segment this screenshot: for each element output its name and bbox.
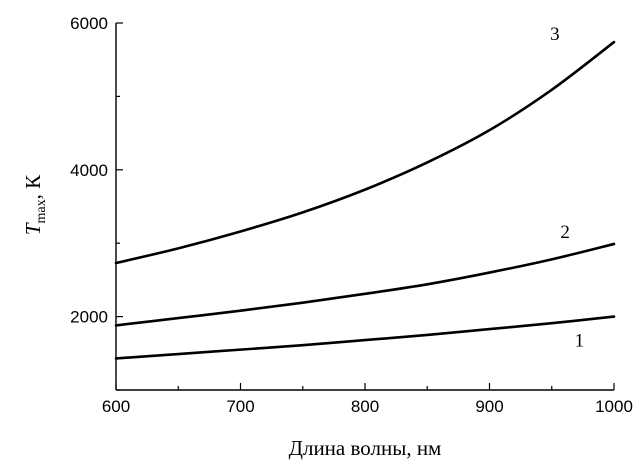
y-axis-label-main: T — [21, 222, 45, 235]
curve-labels: 1 2 3 — [550, 24, 584, 352]
y-axis-label: Tmax, К — [21, 174, 49, 235]
plot-area — [115, 23, 614, 391]
y-axis-label-sub: max — [34, 199, 49, 223]
series-line-3 — [114, 40, 616, 265]
y-tick-label: 4000 — [70, 161, 108, 180]
x-tick-label: 800 — [351, 397, 379, 416]
x-tick-label: 900 — [475, 397, 503, 416]
x-tick-label: 700 — [226, 397, 254, 416]
series-label-1: 1 — [575, 331, 585, 352]
series-line-2 — [114, 242, 616, 327]
y-tick-label: 2000 — [70, 308, 108, 327]
y-tick-label: 6000 — [70, 14, 108, 33]
x-axis-label: Длина волны, нм — [289, 436, 442, 460]
ticks: 600 700 800 900 1000 2000 4000 6000 — [70, 14, 633, 416]
series-label-3: 3 — [550, 24, 560, 45]
series-label-2: 2 — [560, 222, 570, 243]
series-layer — [114, 40, 616, 360]
x-tick-label: 1000 — [595, 397, 633, 416]
y-axis-label-unit: , К — [21, 174, 45, 200]
x-tick-label: 600 — [102, 397, 130, 416]
series-line-1 — [114, 315, 616, 360]
